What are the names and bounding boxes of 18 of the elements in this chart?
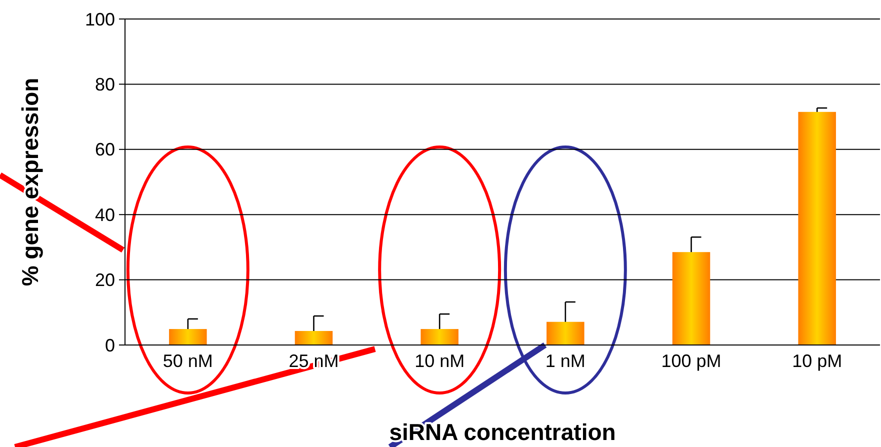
bar — [546, 322, 584, 345]
y-tick-label: 20 — [94, 270, 115, 290]
y-tick-label: 100 — [84, 9, 115, 30]
y-tick-label: 40 — [94, 204, 115, 225]
bar — [672, 252, 710, 345]
x-tick-label: 100 pM — [661, 351, 722, 371]
bar — [294, 330, 333, 345]
x-tick-label: 10 nM — [414, 351, 465, 371]
y-tick-label: 80 — [94, 74, 115, 94]
y-tick-label: 0 — [104, 335, 115, 356]
x-tick-label: 1 nM — [545, 351, 586, 371]
bar — [169, 329, 207, 345]
bar — [798, 112, 836, 345]
y-axis-title: % gene expression — [17, 78, 43, 286]
y-tick-label: 60 — [94, 140, 115, 160]
x-tick-label: 10 pM — [792, 351, 842, 371]
bar — [420, 329, 458, 345]
x-tick-label: 50 nM — [162, 351, 213, 371]
